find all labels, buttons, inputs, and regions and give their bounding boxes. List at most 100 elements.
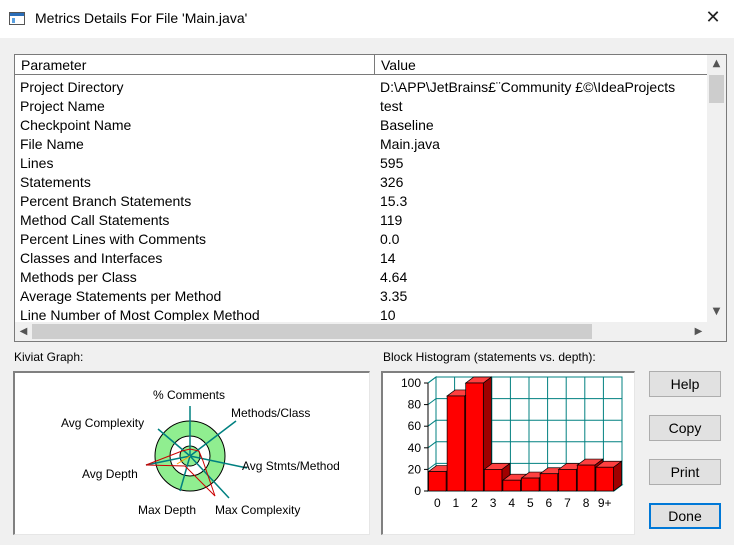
value-cell: Main.java xyxy=(380,136,440,152)
histogram-ytick-label: 60 xyxy=(408,419,422,433)
table-row[interactable]: File Name Main.java xyxy=(15,135,707,154)
histogram-hgrid-side xyxy=(427,398,437,406)
parameter-cell: Average Statements per Method xyxy=(20,288,222,304)
value-cell: 10 xyxy=(380,307,396,321)
table-row[interactable]: Lines 595 xyxy=(15,154,707,173)
print-button[interactable]: Print xyxy=(649,459,721,485)
scroll-left-icon[interactable]: ◀ xyxy=(19,326,28,337)
scroll-down-icon[interactable]: ▼ xyxy=(712,306,721,317)
histogram-ytick-label: 0 xyxy=(414,484,421,498)
histogram-bar-front xyxy=(595,466,614,492)
table-row[interactable]: Project Name test xyxy=(15,97,707,116)
histogram-xtick-label: 4 xyxy=(508,496,515,510)
value-cell: 3.35 xyxy=(380,288,408,304)
kiviat-axis-label: Methods/Class xyxy=(231,406,310,420)
histogram-bar-front xyxy=(428,471,447,492)
kiviat-axis-label: Max Depth xyxy=(138,503,196,517)
histogram-ytick-label: 80 xyxy=(408,398,422,412)
vertical-scroll-thumb[interactable] xyxy=(709,75,724,103)
histogram-xtick-label: 2 xyxy=(471,496,478,510)
column-header-parameter[interactable]: Parameter xyxy=(15,55,375,75)
kiviat-axis-label: Avg Complexity xyxy=(61,416,144,430)
kiviat-graph-panel: % Comments Methods/Class Avg Stmts/Method M… xyxy=(13,371,370,535)
histogram-xtick-label: 0 xyxy=(434,496,441,510)
table-row[interactable]: Statements 326 xyxy=(15,173,707,192)
histogram-ytick-label: 100 xyxy=(401,376,421,390)
value-cell: D:\APP\JetBrains£¨Community £©\IdeaProje… xyxy=(380,79,676,95)
parameter-cell: Percent Branch Statements xyxy=(20,193,192,209)
kiviat-metric-polygon xyxy=(145,448,216,497)
histogram-ytick-label: 40 xyxy=(408,441,422,455)
histogram-bar-front xyxy=(502,479,521,492)
kiviat-axis-label: Avg Depth xyxy=(82,467,138,481)
table-row[interactable]: Classes and Interfaces 14 xyxy=(15,249,707,268)
done-button[interactable]: Done xyxy=(649,503,721,529)
value-cell: 119 xyxy=(380,212,403,228)
histogram-xtick-label: 7 xyxy=(564,496,571,510)
histogram-xtick-label: 9+ xyxy=(598,496,612,510)
histogram-bar xyxy=(594,460,623,492)
parameter-cell: Line Number of Most Complex Method xyxy=(20,307,260,321)
histogram-xtick-label: 5 xyxy=(527,496,534,510)
kiviat-spoke xyxy=(145,455,191,466)
window-title: Metrics Details For File 'Main.java' xyxy=(35,10,248,26)
column-header-value[interactable]: Value xyxy=(381,57,416,73)
parameter-cell: Project Directory xyxy=(20,79,124,95)
kiviat-spoke xyxy=(189,455,248,469)
table-row[interactable]: Percent Lines with Comments 0.0 xyxy=(15,230,707,249)
histogram-bar-front xyxy=(521,477,540,492)
kiviat-graph-label: Kiviat Graph: xyxy=(14,350,84,364)
scroll-right-icon[interactable]: ▶ xyxy=(694,326,703,337)
scroll-up-icon[interactable]: ▲ xyxy=(712,58,721,69)
value-cell: 0.0 xyxy=(380,231,400,247)
vertical-scrollbar[interactable]: ▲ ▼ xyxy=(707,55,726,322)
kiviat-spoke xyxy=(179,455,191,492)
app-window-icon xyxy=(9,12,25,25)
close-button[interactable]: ✕ xyxy=(705,7,721,28)
horizontal-scrollbar[interactable]: ◀ ▶ xyxy=(15,322,707,341)
copy-button[interactable]: Copy xyxy=(649,415,721,441)
value-cell: 14 xyxy=(380,250,396,266)
block-histogram-panel: 0 20 40 60 80 100 0 1 2 3 4 5 6 7 8 9+ xyxy=(381,371,635,535)
value-cell: 15.3 xyxy=(380,193,408,209)
histogram-xtick-label: 6 xyxy=(546,496,553,510)
block-histogram-label: Block Histogram (statements vs. depth): xyxy=(383,350,596,364)
help-button[interactable]: Help xyxy=(649,371,721,397)
histogram-hgrid-side xyxy=(427,419,437,427)
kiviat-accent-line xyxy=(176,455,191,465)
kiviat-axis-label: Avg Stmts/Method xyxy=(242,459,340,473)
table-row[interactable]: Checkpoint Name Baseline xyxy=(15,116,707,135)
parameter-cell: Method Call Statements xyxy=(20,212,170,228)
kiviat-spoke xyxy=(189,455,230,499)
parameter-cell: Statements xyxy=(20,174,91,190)
histogram-hgrid-side xyxy=(427,376,437,384)
value-cell: 595 xyxy=(380,155,404,171)
value-cell: 4.64 xyxy=(380,269,408,285)
table-row[interactable]: Project Directory D:\APP\JetBrains£¨Commu… xyxy=(15,78,707,97)
histogram-xtick-label: 1 xyxy=(453,496,460,510)
table-row[interactable]: Methods per Class 4.64 xyxy=(15,268,707,287)
histogram-hgrid-side xyxy=(427,463,437,470)
histogram-bar-front xyxy=(483,469,503,492)
kiviat-axis-label: % Comments xyxy=(153,388,225,402)
horizontal-scroll-thumb[interactable] xyxy=(32,324,592,339)
histogram-bar-front xyxy=(576,464,596,492)
histogram-bar-front xyxy=(558,469,577,492)
table-row[interactable]: Method Call Statements 119 xyxy=(15,211,707,230)
metrics-table[interactable]: Parameter Value Project Directory D:\APP\… xyxy=(14,54,727,342)
table-row[interactable]: Line Number of Most Complex Method 10 xyxy=(15,306,707,321)
table-row[interactable]: Percent Branch Statements 15.3 xyxy=(15,192,707,211)
kiviat-graph: % Comments Methods/Class Avg Stmts/Method M… xyxy=(61,388,340,517)
histogram-bar-front xyxy=(539,473,559,492)
value-cell: test xyxy=(380,98,403,114)
kiviat-spoke xyxy=(157,428,191,457)
parameter-cell: Percent Lines with Comments xyxy=(20,231,206,247)
table-body: Project Directory D:\APP\JetBrains£¨Commu… xyxy=(15,78,707,321)
title-bar: Metrics Details For File 'Main.java' ✕ xyxy=(0,0,734,38)
histogram-xtick-label: 3 xyxy=(490,496,497,510)
scroll-corner xyxy=(707,322,726,341)
table-row[interactable]: Average Statements per Method 3.35 xyxy=(15,287,707,306)
value-cell: Baseline xyxy=(380,117,434,133)
histogram-bar-front xyxy=(465,382,484,492)
